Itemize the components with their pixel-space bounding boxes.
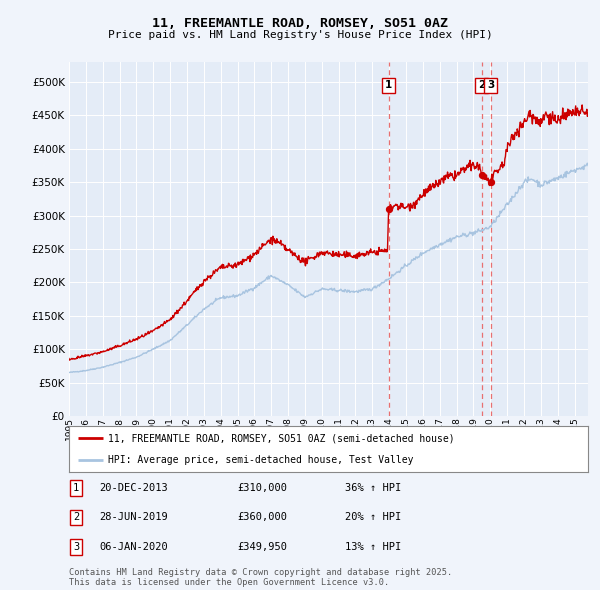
Text: 11, FREEMANTLE ROAD, ROMSEY, SO51 0AZ (semi-detached house): 11, FREEMANTLE ROAD, ROMSEY, SO51 0AZ (s… (108, 434, 455, 444)
Text: Price paid vs. HM Land Registry's House Price Index (HPI): Price paid vs. HM Land Registry's House … (107, 31, 493, 40)
Text: 2: 2 (478, 80, 485, 90)
Text: 36% ↑ HPI: 36% ↑ HPI (345, 483, 401, 493)
Text: 11, FREEMANTLE ROAD, ROMSEY, SO51 0AZ: 11, FREEMANTLE ROAD, ROMSEY, SO51 0AZ (152, 17, 448, 30)
Point (477, 171, 487, 180)
Text: 3: 3 (487, 80, 494, 90)
Text: 2: 2 (73, 513, 79, 522)
Text: £360,000: £360,000 (237, 513, 287, 522)
Text: 1: 1 (73, 483, 79, 493)
Text: 3: 3 (73, 542, 79, 552)
Text: 20% ↑ HPI: 20% ↑ HPI (345, 513, 401, 522)
Text: 20-DEC-2013: 20-DEC-2013 (99, 483, 168, 493)
Text: 06-JAN-2020: 06-JAN-2020 (99, 542, 168, 552)
Point (486, 178, 496, 187)
Text: HPI: Average price, semi-detached house, Test Valley: HPI: Average price, semi-detached house,… (108, 454, 413, 464)
Text: 28-JUN-2019: 28-JUN-2019 (99, 513, 168, 522)
Point (384, 204, 394, 214)
Text: 13% ↑ HPI: 13% ↑ HPI (345, 542, 401, 552)
Text: 1: 1 (385, 80, 392, 90)
Text: £310,000: £310,000 (237, 483, 287, 493)
Text: Contains HM Land Registry data © Crown copyright and database right 2025.
This d: Contains HM Land Registry data © Crown c… (69, 568, 452, 587)
Text: £349,950: £349,950 (237, 542, 287, 552)
